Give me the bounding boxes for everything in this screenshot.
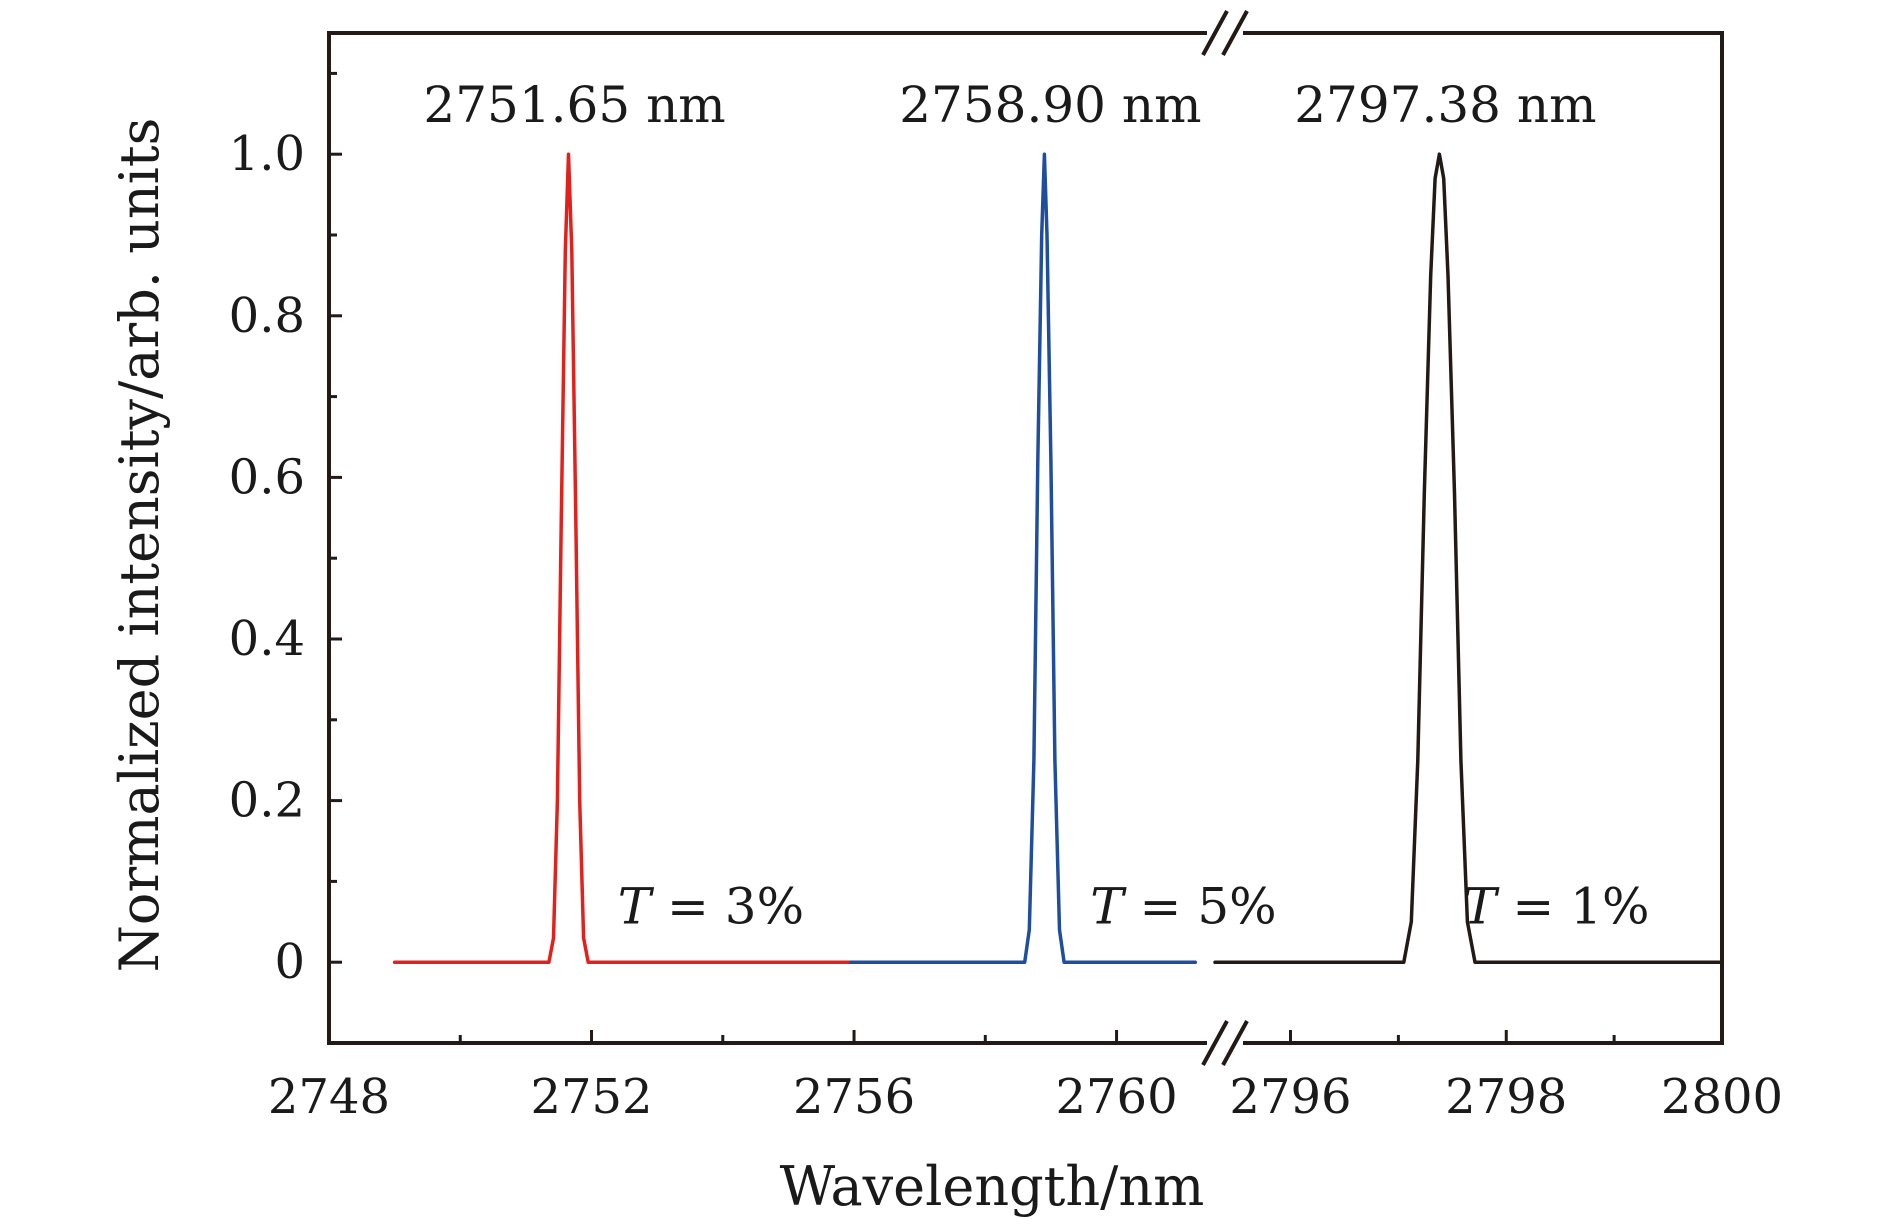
series-line-2: [849, 152, 1198, 964]
y-tick-label: 0.2: [229, 773, 305, 829]
label-layer: 0 0.2 0.4 0.6 0.8 1.0 2748 2752 2756 2760 2796 2798…: [229, 76, 1783, 1125]
transmittance-annotation: T = 3%: [618, 878, 804, 936]
y-tick-label: 1.0: [229, 126, 305, 182]
transmittance-annotation: T = 5%: [1090, 878, 1276, 936]
series-line-3: [1213, 152, 1724, 964]
bottom-break-mark-0: [1201, 1020, 1229, 1066]
top-break-mark-0: [1201, 10, 1229, 56]
y-tick-label: 0: [274, 934, 305, 990]
transmittance-annotation: T = 1%: [1463, 878, 1649, 936]
bottom-break-mark-1: [1221, 1020, 1249, 1066]
x-tick-label: 2756: [793, 1069, 915, 1125]
peak-label: 2797.38 nm: [1294, 76, 1596, 134]
x-tick-label: 2748: [268, 1069, 390, 1125]
y-axis-title: Normalized intensity/arb. units: [108, 118, 171, 973]
x-axis-title: Wavelength/nm: [780, 1155, 1205, 1218]
plot-frame: [327, 10, 1724, 1066]
peak-label: 2751.65 nm: [423, 76, 725, 134]
x-tick-label: 2796: [1229, 1069, 1351, 1125]
x-tick-label: 2798: [1445, 1069, 1567, 1125]
top-break-mark-1: [1221, 10, 1249, 56]
y-tick-label: 0.8: [229, 288, 305, 344]
x-tick-label: 2760: [1055, 1069, 1177, 1125]
y-tick-label: 0.4: [229, 611, 305, 667]
series-line-1: [392, 152, 853, 964]
peak-label: 2758.90 nm: [899, 76, 1201, 134]
x-tick-label: 2800: [1661, 1069, 1783, 1125]
series-layer: [392, 152, 1724, 964]
y-tick-label: 0.6: [229, 449, 305, 505]
x-tick-label: 2752: [530, 1069, 652, 1125]
